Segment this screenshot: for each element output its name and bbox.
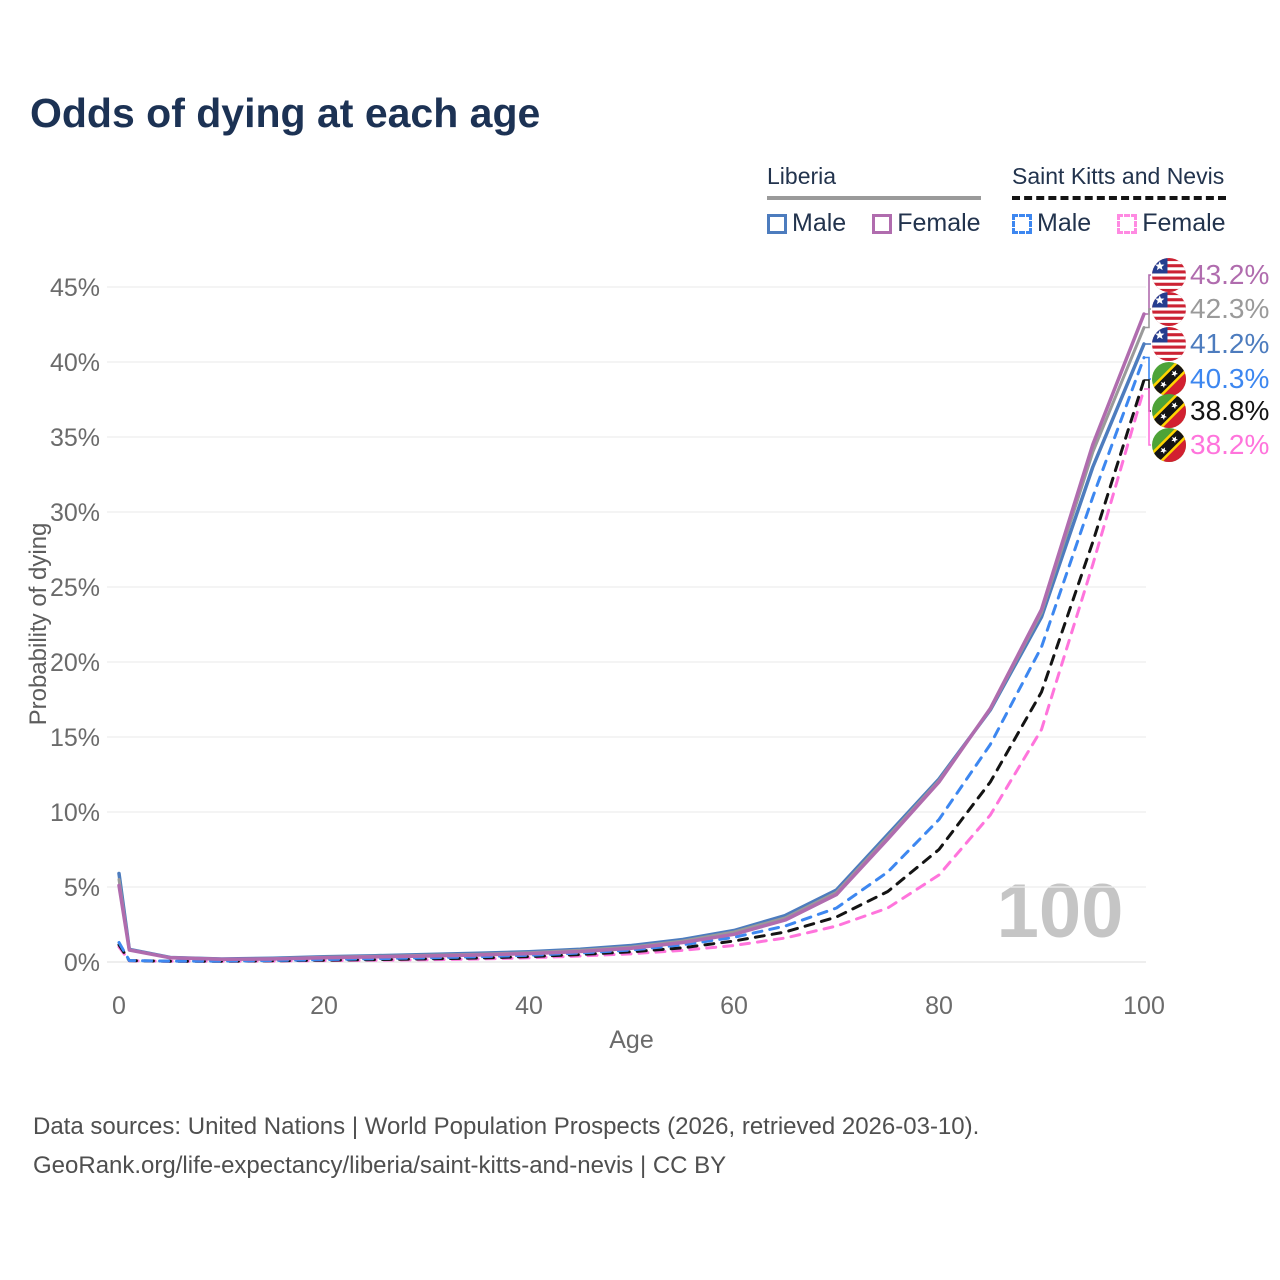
series-line-saint-kitts-and-nevis-female xyxy=(117,387,1146,963)
end-label-saint-kitts-and-nevis-female: 38.2% xyxy=(1190,429,1269,460)
saint-kitts-and-nevis-flag-icon xyxy=(1149,359,1190,400)
legend-country-liberia[interactable]: Liberia xyxy=(767,163,837,189)
data-sources-text: Data sources: United Nations | World Pop… xyxy=(33,1113,980,1140)
legend-item-skn-female[interactable]: Female xyxy=(1117,209,1226,238)
end-label-leader xyxy=(1144,379,1151,412)
liberia-female-swatch-icon xyxy=(872,213,893,234)
x-tick-label: 60 xyxy=(720,992,748,1020)
footer: Data sources: United Nations | World Pop… xyxy=(33,1108,1233,1186)
legend-item-label: Female xyxy=(1142,209,1226,237)
series-line-liberia-female xyxy=(117,312,1146,962)
y-tick-label: 0% xyxy=(64,949,100,977)
saint-kitts-and-nevis-flag-icon xyxy=(1149,391,1190,432)
legend-item-liberia-female[interactable]: Female xyxy=(872,209,981,238)
legend-item-label: Male xyxy=(792,209,847,237)
legend-item-label: Female xyxy=(897,209,981,237)
end-label-leader xyxy=(1144,308,1151,329)
skn-male-swatch-icon xyxy=(1012,213,1032,234)
liberia-flag-icon xyxy=(1152,292,1186,326)
liberia-flag-icon xyxy=(1152,258,1186,292)
x-axis-title: Age xyxy=(609,1026,653,1054)
end-label-liberia-female: 43.2% xyxy=(1190,259,1269,290)
y-tick-label: 35% xyxy=(50,424,100,452)
watermark-age-100: 100 xyxy=(996,869,1124,954)
liberia-male-swatch-icon xyxy=(767,213,787,234)
legend-item-liberia-male[interactable]: Male xyxy=(767,209,846,238)
y-tick-label: 25% xyxy=(50,574,100,602)
end-label-leader xyxy=(1144,356,1151,380)
end-label-liberia-both-sexes: 42.3% xyxy=(1190,293,1269,324)
legend-group-liberia: Liberia Male Female xyxy=(767,163,981,238)
series-line-liberia-male xyxy=(117,342,1146,961)
end-label-leader xyxy=(1144,274,1151,315)
y-tick-label: 45% xyxy=(50,274,100,302)
legend-item-label: Male xyxy=(1037,209,1092,237)
saint-kitts-line-style-swatch xyxy=(1012,196,1226,200)
y-tick-label: 15% xyxy=(50,724,100,752)
end-label-leader xyxy=(1144,388,1151,446)
end-label-saint-kitts-and-nevis-male: 40.3% xyxy=(1190,363,1269,394)
y-tick-label: 10% xyxy=(50,799,100,827)
liberia-line-style-swatch xyxy=(767,196,981,200)
legend-item-skn-male[interactable]: Male xyxy=(1012,209,1091,238)
page-title: Odds of dying at each age xyxy=(30,90,541,136)
x-tick-label: 20 xyxy=(310,992,338,1020)
x-tick-label: 80 xyxy=(925,992,953,1020)
y-tick-label: 5% xyxy=(64,874,100,902)
y-tick-label: 20% xyxy=(50,649,100,677)
x-tick-label: 100 xyxy=(1123,992,1165,1020)
skn-female-swatch-icon xyxy=(1117,213,1138,234)
x-tick-label: 0 xyxy=(112,992,126,1020)
end-label-liberia-male: 41.2% xyxy=(1190,328,1269,359)
end-label-saint-kitts-and-nevis-both-sexes: 38.8% xyxy=(1190,395,1269,426)
y-axis-title: Probability of dying xyxy=(25,523,52,726)
legend-country-saint-kitts-and-nevis[interactable]: Saint Kitts and Nevis xyxy=(1012,163,1225,189)
y-tick-label: 30% xyxy=(50,499,100,527)
attribution-link-text[interactable]: GeoRank.org/life-expectancy/liberia/sain… xyxy=(33,1151,727,1179)
series-line-liberia-both-sexes xyxy=(117,326,1146,961)
legend-group-saint-kitts-and-nevis: Saint Kitts and Nevis Male Female xyxy=(1012,163,1226,238)
series-line-saint-kitts-and-nevis-male xyxy=(117,356,1146,963)
x-tick-label: 40 xyxy=(515,992,543,1020)
series-line-saint-kitts-and-nevis-both-sexes xyxy=(117,378,1146,963)
saint-kitts-and-nevis-flag-icon xyxy=(1149,425,1190,466)
liberia-flag-icon xyxy=(1152,327,1186,361)
y-tick-label: 40% xyxy=(50,349,100,377)
